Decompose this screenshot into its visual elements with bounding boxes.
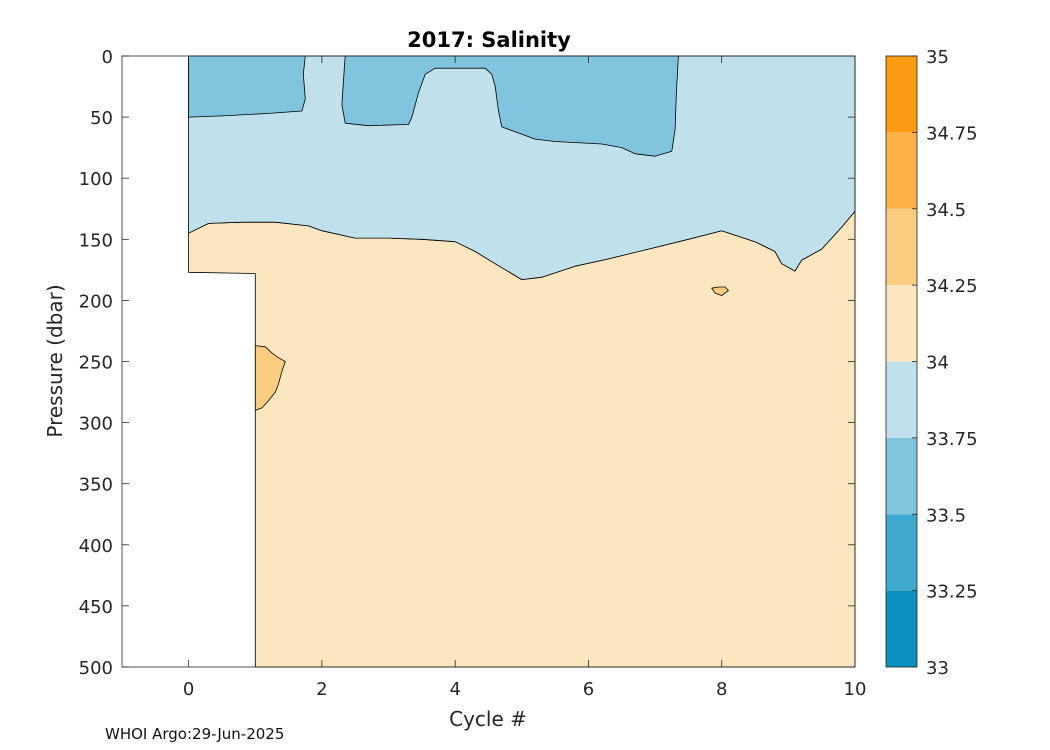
y-tick-label: 0 [102,47,113,68]
contour-region-34.25-34.5-4 [254,345,286,411]
y-tick-label: 50 [90,108,113,129]
colorbar-swatch [886,56,917,133]
colorbar-swatch [886,361,917,438]
y-tick-label: 400 [79,536,113,557]
y-tick-label: 350 [79,475,113,496]
colorbar-tick-label: 33 [926,658,949,679]
contour-region-34.25-34.5-5 [711,286,729,296]
x-tick-label: 4 [449,679,460,700]
x-tick-label: 10 [844,679,867,700]
colorbar-tick-label: 34.75 [926,123,978,144]
x-axis-label: Cycle # [449,707,527,731]
x-axis: 0 2 4 6 8 10 [183,56,867,700]
y-axis-label: Pressure (dbar) [43,284,67,437]
y-tick-label: 500 [79,658,113,679]
x-tick-label: 2 [316,679,327,700]
y-tick-label: 200 [79,291,113,312]
colorbar-swatch [886,514,917,591]
colorbar-swatch [886,285,917,362]
y-axis: 0 50 100 150 200 250 300 350 400 450 500 [79,47,855,679]
footer-credit: WHOI Argo:29-Jun-2025 [105,725,285,743]
y-tick-label: 300 [79,414,113,435]
colorbar: 33 33.25 33.5 33.75 34 34.25 34.5 34.75 35 [885,47,978,679]
colorbar-tick-label: 34.5 [926,200,966,221]
colorbar-tick-label: 35 [926,47,949,68]
colorbar-swatch [886,132,917,209]
colorbar-tick-label: 33.25 [926,582,978,603]
colorbar-swatch [886,590,917,667]
colorbar-tick-label: 33.75 [926,429,978,450]
x-tick-label: 0 [183,679,194,700]
x-tick-label: 8 [716,679,727,700]
x-tick-label: 6 [583,679,594,700]
colorbar-swatch [886,437,917,515]
colorbar-tick-label: 34 [926,353,949,374]
y-tick-label: 250 [79,353,113,374]
colorbar-tick-label: 33.5 [926,505,966,526]
colorbar-swatch [886,208,917,286]
plot-area [188,55,856,668]
contour-region-33.5-33.75-2 [188,55,306,118]
y-tick-label: 450 [79,597,113,618]
chart-title: 2017: Salinity [407,28,571,52]
colorbar-tick-label: 34.25 [926,276,978,297]
y-tick-label: 100 [79,169,113,190]
y-tick-label: 150 [79,230,113,251]
contour-region-33.5-33.75-3 [341,55,679,157]
